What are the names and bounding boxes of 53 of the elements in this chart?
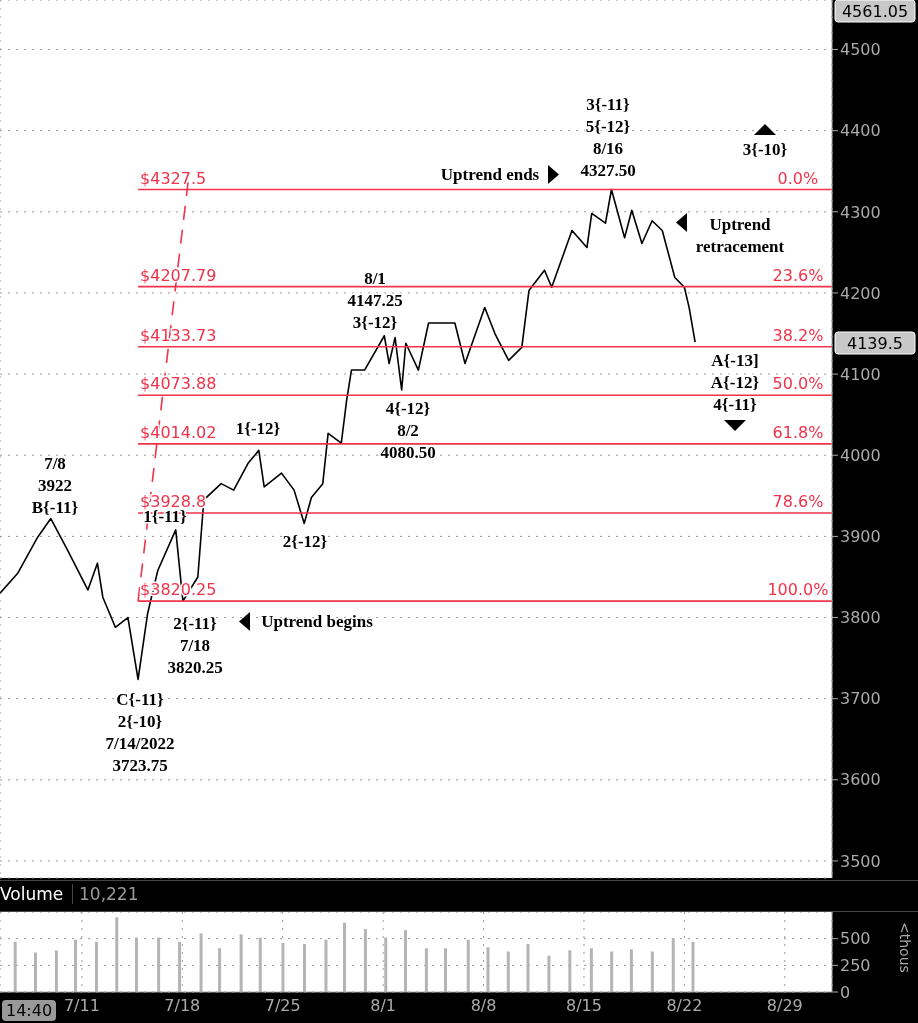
annotation: 2{-11} 7/18 3820.25	[167, 614, 223, 677]
text: 4561.05	[841, 2, 909, 21]
chart-title: Volume	[0, 884, 64, 904]
annotation: 23.6%	[772, 265, 824, 285]
y-tick-label: 3600	[840, 770, 881, 790]
y-tick-label: 250	[840, 956, 871, 976]
y-axis-title: <thous	[897, 922, 913, 973]
x-tick-label: 7/11	[63, 996, 100, 1016]
y-tick-label: 4400	[840, 121, 881, 141]
annotation: A{-13] A{-12} 4{-11}	[710, 351, 760, 414]
y-tick-label: 0	[840, 982, 851, 1002]
annotation: 61.8%	[772, 422, 824, 442]
y-tick-label: 4300	[840, 202, 881, 222]
annotation: 7/8 3922 B{-11}	[31, 454, 79, 517]
x-tick-label: 8/1	[370, 996, 396, 1016]
y-tick-label: 3900	[840, 527, 881, 547]
y-tick-label: 4100	[840, 364, 881, 384]
annotation: 3{-10}	[742, 140, 788, 159]
annotation: 50.0%	[772, 374, 824, 394]
series-label: $4073.88	[140, 374, 217, 394]
annotation: Uptrend retracement	[695, 215, 785, 256]
annotation: 78.6%	[772, 492, 824, 512]
series-label: $4327.5	[140, 168, 207, 188]
annotation: Uptrend begins	[261, 612, 374, 631]
annotation: 38.2%	[772, 325, 824, 345]
annotation: 2{-12}	[282, 532, 328, 551]
annotation: 1{-12}	[235, 419, 281, 438]
x-tick-label: 8/8	[470, 996, 497, 1016]
series-label: $4133.73	[140, 325, 217, 345]
y-tick-label: 3700	[840, 689, 881, 709]
annotation: 100.0%	[767, 580, 829, 600]
text: 10,221	[72, 884, 139, 904]
annotation: Uptrend ends	[440, 165, 540, 184]
y-tick-label: 3800	[840, 608, 881, 628]
y-tick-label: 4200	[840, 283, 881, 303]
annotation: 0.0%	[777, 168, 819, 188]
series-label: $4014.02	[140, 422, 217, 442]
x-tick-label: 7/18	[164, 996, 201, 1016]
annotation: 8/1 4147.25 3{-12}	[347, 269, 403, 332]
text: 4139.5	[847, 334, 903, 353]
x-tick-label: 8/15	[565, 996, 602, 1016]
text: 14:40	[2, 1000, 57, 1021]
x-tick-label: 7/25	[264, 996, 301, 1016]
annotation: 4{-12} 8/2 4080.50	[380, 399, 436, 462]
y-tick-label: 500	[840, 929, 871, 949]
x-tick-label: 8/29	[766, 996, 803, 1016]
y-tick-label: 3500	[840, 851, 881, 871]
annotation: C{-11} 2{-10} 7/14/2022 3723.75	[105, 690, 175, 775]
annotation: 3{-11} 5{-12} 8/16 4327.50	[580, 95, 636, 180]
series-label: $4207.79	[140, 265, 217, 285]
y-tick-label: 4000	[840, 445, 881, 465]
x-tick-label: 8/22	[666, 996, 703, 1016]
y-tick-label: 4500	[840, 40, 881, 60]
